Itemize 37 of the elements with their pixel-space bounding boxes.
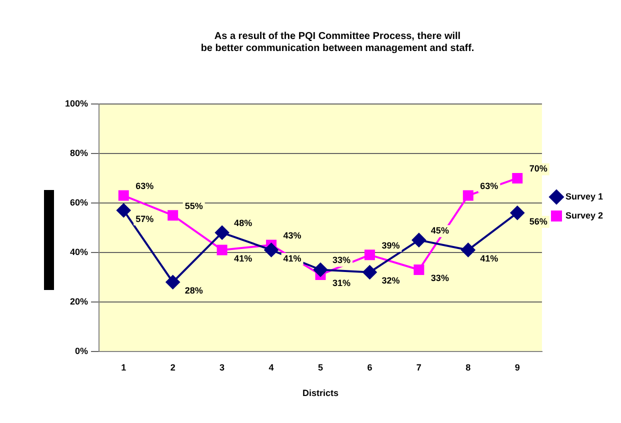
- data-label: 28%: [184, 286, 203, 296]
- y-tick-label: 80%: [70, 148, 88, 158]
- y-tick-label: 100%: [64, 98, 88, 108]
- data-label: 57%: [136, 214, 154, 224]
- x-axis-title: Districts: [302, 388, 339, 398]
- x-tick-label: 3: [220, 362, 225, 372]
- data-label: 41%: [234, 253, 252, 264]
- x-tick-label: 9: [514, 362, 520, 372]
- x-tick-label: 8: [466, 362, 471, 372]
- y-tick-label: 20%: [70, 296, 88, 306]
- data-label: 43%: [283, 230, 302, 240]
- data-label: 32%: [382, 276, 400, 286]
- legend-label: Survey 1: [565, 191, 604, 202]
- x-tick-label: 4: [268, 362, 274, 372]
- data-label: 33%: [332, 255, 351, 266]
- chart-title: As a result of the PQI Committee Process, there will be better communication between management and staff.: [200, 30, 474, 54]
- data-label: 39%: [382, 240, 400, 250]
- data-label: 45%: [430, 226, 449, 236]
- data-label: 31%: [332, 278, 351, 288]
- data-label: 56%: [529, 216, 548, 226]
- data-label: 41%: [480, 253, 498, 264]
- x-tick-label: 6: [367, 362, 372, 372]
- x-tick-label: 2: [170, 362, 176, 372]
- x-tick-label: 5: [318, 362, 324, 372]
- x-tick-label: 7: [416, 362, 422, 372]
- data-label: 48%: [234, 218, 252, 228]
- data-label: 63%: [480, 181, 498, 192]
- y-tick-label: 40%: [70, 246, 88, 257]
- data-label: 33%: [430, 273, 449, 284]
- data-label: 55%: [184, 200, 203, 211]
- y-tick-label: 0%: [75, 346, 88, 356]
- data-label: 41%: [283, 253, 302, 264]
- data-label: 63%: [136, 181, 154, 192]
- x-tick-label: 1: [121, 362, 126, 372]
- y-tick-label: 60%: [70, 197, 88, 208]
- data-label: 70%: [529, 164, 548, 174]
- legend-label: Survey 2: [565, 210, 604, 220]
